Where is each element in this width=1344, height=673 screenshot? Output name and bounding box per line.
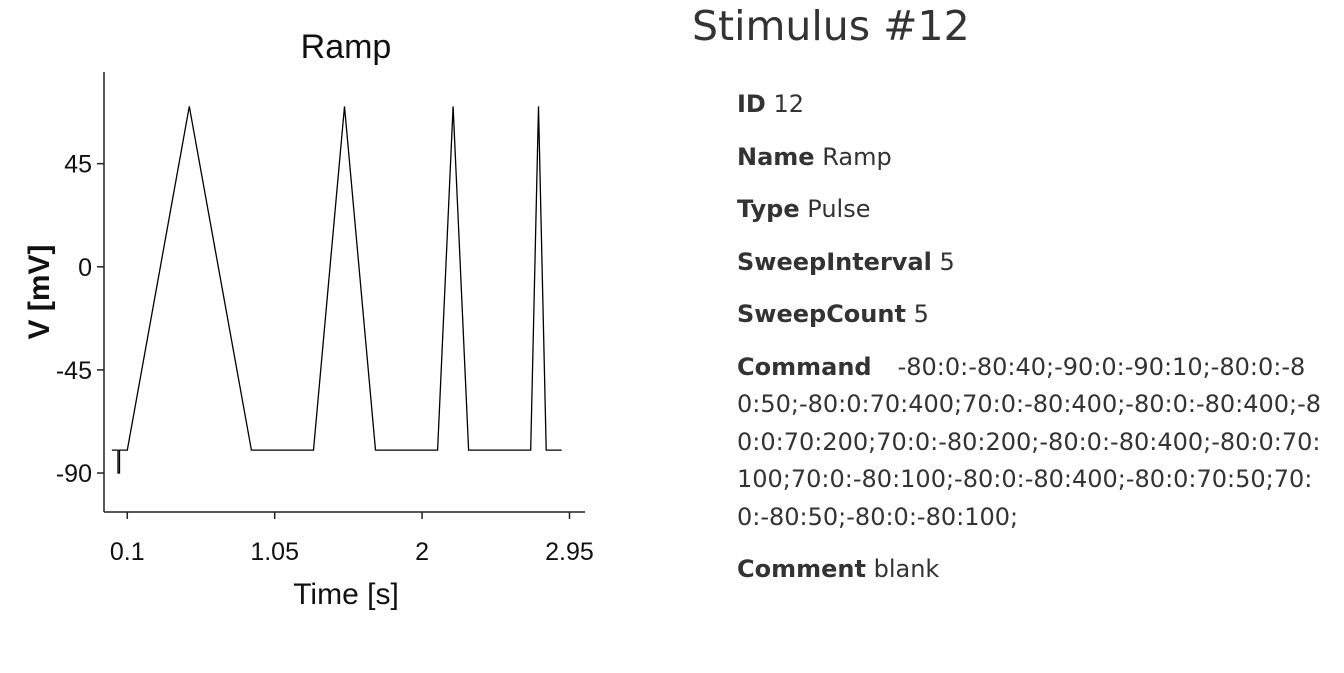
x-ticks: 0.1 1.05 2 2.95	[110, 512, 594, 566]
chart-title: Ramp	[301, 28, 392, 66]
field-value: Ramp	[822, 142, 892, 171]
series-line	[111, 106, 562, 474]
field-id: ID 12	[737, 86, 1327, 124]
field-value: -80:0:-80:40;-90:0:-90:10;-80:0:-80:50;-…	[737, 352, 1322, 531]
field-key: Comment	[737, 555, 866, 583]
field-value: 5	[913, 300, 929, 328]
x-tick-label: 0.1	[110, 538, 145, 566]
y-tick-label: 0	[78, 254, 92, 282]
stimulus-heading: Stimulus #12	[692, 2, 970, 50]
field-key: Name	[737, 142, 815, 171]
field-name: Name Ramp	[737, 139, 1327, 177]
field-key: SweepCount	[737, 300, 906, 328]
y-tick-label: -90	[56, 460, 92, 488]
y-axis-label: V [mV]	[23, 244, 56, 339]
stimulus-fields: ID 12 Name Ramp Type Pulse SweepInterval…	[737, 86, 1327, 604]
field-value: blank	[873, 555, 940, 583]
field-value: Pulse	[807, 195, 871, 223]
x-tick-label: 1.05	[250, 538, 299, 566]
field-key: Type	[737, 195, 800, 223]
y-ticks: -90 -45 0 45	[56, 151, 104, 488]
field-value: 5	[939, 247, 955, 276]
x-tick-label: 2.95	[545, 538, 594, 566]
x-axis-label: Time [s]	[293, 578, 399, 611]
field-sweep-count: SweepCount 5	[737, 296, 1327, 334]
field-key: ID	[737, 90, 766, 118]
x-tick-label: 2	[415, 538, 429, 566]
field-value: 12	[773, 90, 805, 118]
y-tick-label: -45	[56, 357, 92, 385]
field-key: SweepInterval	[737, 247, 932, 276]
field-comment: Comment blank	[737, 551, 1327, 589]
ramp-chart: Ramp -90 -45 0 45 0.1 1.05 2 2.95 Time [s] V […	[23, 28, 594, 611]
field-sweep-interval: SweepInterval 5	[737, 244, 1327, 282]
field-command: Command -80:0:-80:40;-90:0:-90:10;-80:0:-…	[737, 349, 1327, 537]
y-tick-label: 45	[64, 151, 92, 179]
series-group	[111, 106, 562, 474]
field-type: Type Pulse	[737, 191, 1327, 229]
field-key: Command	[737, 352, 872, 381]
